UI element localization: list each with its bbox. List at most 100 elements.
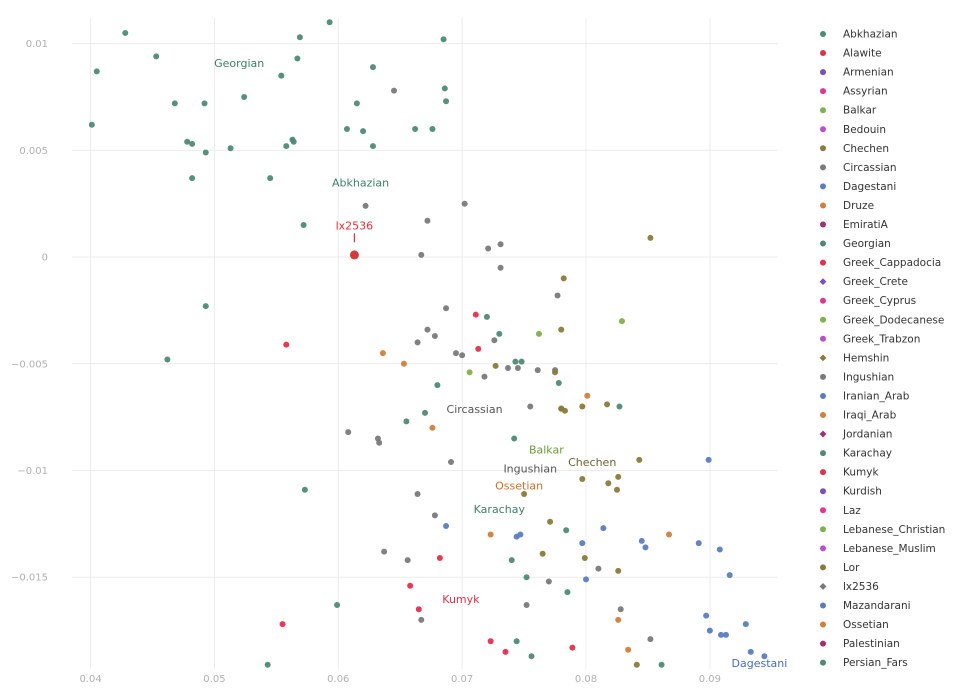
data-point-kumyk[interactable] [415,606,422,613]
legend[interactable]: Abkhazian Alawite Armenian Assyrian Balkar Be… [819,29,946,670]
data-point-circassian[interactable] [647,636,654,643]
data-point-karachay[interactable] [496,330,503,337]
data-point-georgian[interactable] [300,222,307,229]
data-point-karachay[interactable] [528,653,535,660]
data-point-ossetian[interactable] [400,360,407,367]
data-point-circassian[interactable] [448,458,455,465]
data-point-georgian[interactable] [283,143,290,150]
data-point-lor[interactable] [579,476,586,483]
legend-item[interactable]: Alawite [820,48,882,60]
data-point-ossetian[interactable] [487,531,494,538]
data-point-dagestani[interactable] [706,627,713,634]
data-point-circassian[interactable] [595,565,602,572]
legend-item[interactable]: Iranian_Arab [820,390,910,402]
legend-item[interactable]: Hemshin [819,352,890,364]
data-point-georgian[interactable] [88,121,95,128]
data-point-lor[interactable] [521,490,528,497]
legend-item[interactable]: Greek_Trabzon [820,333,920,345]
data-point-circassian[interactable] [376,439,383,446]
legend-item[interactable]: Dagestani [820,181,896,193]
data-point-georgian[interactable] [443,98,450,105]
legend-item[interactable]: Palestinian [820,638,900,650]
data-point-balkar[interactable] [535,330,542,337]
legend-item[interactable]: Karachay [820,448,892,460]
data-point-kumyk[interactable] [436,555,443,562]
legend-item[interactable]: Kumyk [820,467,879,479]
legend-item[interactable]: Georgian [820,238,891,250]
data-point-dagestani[interactable] [443,522,450,529]
data-point-kumyk[interactable] [502,648,509,655]
data-point-ossetian[interactable] [429,424,436,431]
data-point-lor[interactable] [539,550,546,557]
data-point-circassian[interactable] [452,350,459,357]
legend-item[interactable]: Circassian [820,162,897,174]
data-point-circassian[interactable] [391,87,398,94]
data-point-georgian[interactable] [353,100,360,107]
legend-item[interactable]: Ossetian [820,619,889,631]
data-point-circassian[interactable] [485,245,492,252]
data-point-karachay[interactable] [563,527,570,534]
data-point-ossetian[interactable] [666,531,673,538]
data-point-dagestani[interactable] [705,456,712,463]
data-point-circassian[interactable] [424,217,431,224]
data-point-dagestani[interactable] [761,653,768,660]
data-point-dagestani[interactable] [513,533,520,540]
data-point-georgian[interactable] [184,138,191,145]
data-point-chechen[interactable] [492,362,499,369]
data-point-georgian[interactable] [122,29,129,36]
data-point-georgian[interactable] [189,140,196,147]
data-point-georgian[interactable] [278,72,285,79]
legend-item[interactable]: Lebanese_Christian [820,524,945,536]
data-point-dagestani[interactable] [600,525,607,532]
data-point-circassian[interactable] [534,367,541,374]
data-point-kumyk[interactable] [407,582,414,589]
data-point-karachay[interactable] [403,418,410,425]
data-point-lx2536[interactable] [349,250,359,260]
data-point-ossetian[interactable] [625,646,632,653]
data-point-dagestani[interactable] [726,572,733,579]
data-point-chechen[interactable] [613,486,620,493]
data-point-kumyk[interactable] [283,341,290,348]
data-point-ossetian[interactable] [379,350,386,357]
data-point-dagestani[interactable] [718,631,725,638]
data-point-circassian[interactable] [491,337,498,344]
data-point-georgian[interactable] [326,19,333,26]
data-point-karachay[interactable] [508,557,515,564]
data-point-georgian[interactable] [441,85,448,92]
legend-item[interactable]: Persian_Fars [820,657,908,669]
data-point-chechen[interactable] [604,401,611,408]
data-point-karachay[interactable] [422,409,428,416]
data-point-georgian[interactable] [440,36,447,43]
data-point-georgian[interactable] [334,601,341,608]
data-point-chechen[interactable] [605,480,612,487]
legend-item[interactable]: Mazandarani [820,600,911,612]
data-point-chechen[interactable] [615,473,622,480]
legend-item[interactable]: Iraqi_Arab [820,410,897,422]
legend-item[interactable]: EmiratiA [820,219,889,231]
data-point-chechen[interactable] [615,567,622,574]
data-point-karachay[interactable] [523,574,530,581]
legend-item[interactable]: Ingushian [820,371,894,383]
data-point-chechen[interactable] [552,369,559,376]
data-point-karachay[interactable] [513,638,520,645]
data-point-circassian[interactable] [362,202,369,209]
data-point-dagestani[interactable] [638,537,645,544]
data-point-chechen[interactable] [647,234,654,241]
data-point-circassian[interactable] [514,365,521,372]
data-point-kumyk[interactable] [475,345,482,352]
data-point-circassian[interactable] [523,601,530,608]
data-point-circassian[interactable] [414,339,421,346]
data-point-ossetian[interactable] [615,616,622,623]
data-point-circassian[interactable] [404,557,411,564]
data-point-circassian[interactable] [459,352,466,359]
data-point-circassian[interactable] [431,512,438,519]
legend-item[interactable]: Lebanese_Muslim [820,543,936,555]
data-point-georgian[interactable] [189,175,196,182]
legend-item[interactable]: Greek_Cappadocia [820,257,941,269]
data-point-karachay[interactable] [564,589,571,596]
data-point-circassian[interactable] [554,292,561,299]
data-point-circassian[interactable] [443,305,450,312]
data-point-circassian[interactable] [418,616,425,623]
data-point-balkar[interactable] [618,318,625,325]
data-point-karachay[interactable] [511,435,518,442]
